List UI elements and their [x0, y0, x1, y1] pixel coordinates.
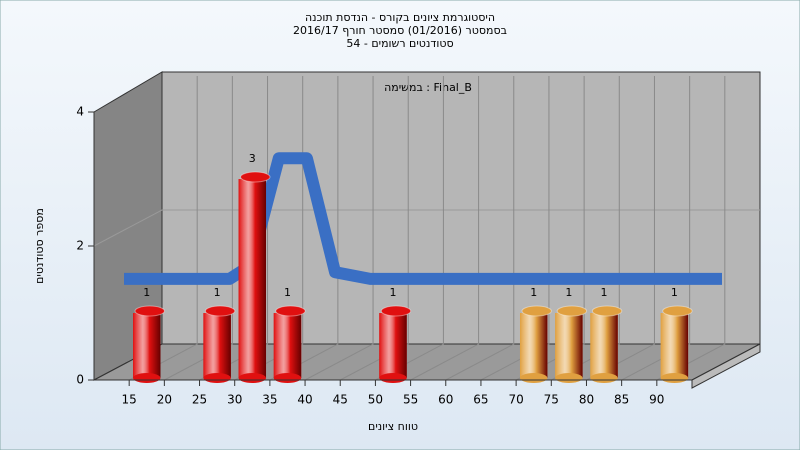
annotation: במשימה : Final_B	[384, 81, 472, 94]
grid-line	[164, 76, 233, 381]
data-label: 1	[284, 286, 291, 299]
curve	[124, 152, 722, 285]
bar-top	[591, 305, 623, 317]
bar-bottom	[238, 373, 267, 383]
bar-bottom	[273, 373, 302, 383]
x-tick-label: 25	[192, 393, 207, 407]
chart-subtitle: בסמסטר (01/2016) סמסטר חורף 2016/17	[293, 24, 507, 37]
bar	[379, 313, 407, 378]
data-label: 1	[214, 286, 221, 299]
bar-bottom	[203, 373, 231, 383]
x-tick-label: 15	[122, 393, 137, 407]
bar	[660, 313, 689, 378]
bar-bottom	[519, 373, 548, 383]
grid-line	[93, 209, 760, 247]
grid-line	[480, 76, 550, 381]
bar	[519, 313, 548, 378]
bar-bottom	[555, 373, 583, 383]
floor	[93, 343, 761, 381]
x-tick-label: 60	[438, 393, 453, 407]
bar	[133, 313, 161, 378]
data-label: 1	[565, 286, 572, 299]
bar	[590, 313, 618, 378]
x-axis-label: טווח ציונים	[368, 420, 418, 433]
data-label: 3	[249, 152, 256, 165]
x-tick-label: 55	[403, 393, 418, 407]
bar	[238, 179, 267, 378]
bar-bottom	[379, 373, 407, 383]
grid-line	[340, 76, 409, 381]
floor-edge	[691, 343, 761, 389]
chart-title: היסטוגרמת ציונים בקורס - הנדסת תוכנה	[305, 11, 495, 24]
bar-top	[380, 305, 412, 317]
data-label: 1	[601, 286, 608, 299]
x-tick-label: 20	[157, 393, 172, 407]
data-label: 1	[143, 286, 150, 299]
y-tick-label: 0	[76, 373, 84, 387]
bar-bottom	[660, 373, 689, 383]
bar-top	[662, 305, 693, 317]
bar	[555, 313, 583, 378]
x-tick-label: 75	[544, 393, 559, 407]
grid-line	[410, 76, 480, 381]
data-label: 1	[530, 286, 537, 299]
grid-line	[445, 76, 515, 381]
data-label: 1	[671, 286, 678, 299]
bar	[203, 313, 231, 378]
data-label: 1	[390, 286, 397, 299]
y-tick-label: 4	[76, 105, 84, 119]
x-tick-label: 35	[262, 393, 277, 407]
grid-line	[304, 76, 374, 381]
bar-top	[275, 305, 306, 317]
grid-line	[621, 76, 691, 381]
bar-top	[521, 305, 552, 317]
bar-top	[240, 171, 271, 183]
y-tick-label: 2	[76, 239, 84, 253]
bar-bottom	[133, 373, 161, 383]
y-axis-label: מספר סטודנטים	[33, 208, 46, 284]
x-tick-label: 90	[649, 393, 664, 407]
x-tick-label: 50	[368, 393, 383, 407]
x-tick-label: 80	[579, 393, 594, 407]
x-tick-label: 40	[297, 393, 312, 407]
x-tick-label: 45	[333, 393, 348, 407]
chart-subtitle: סטודנטים רשומים - 54	[346, 37, 453, 50]
bar-bottom	[590, 373, 618, 383]
bar-top	[204, 305, 236, 317]
x-tick-label: 65	[473, 393, 488, 407]
bar-top	[556, 305, 588, 317]
x-tick-label: 30	[227, 393, 242, 407]
bar-top	[134, 305, 165, 317]
x-tick-label: 85	[614, 393, 629, 407]
bar	[273, 313, 302, 378]
x-tick-label: 70	[508, 393, 523, 407]
